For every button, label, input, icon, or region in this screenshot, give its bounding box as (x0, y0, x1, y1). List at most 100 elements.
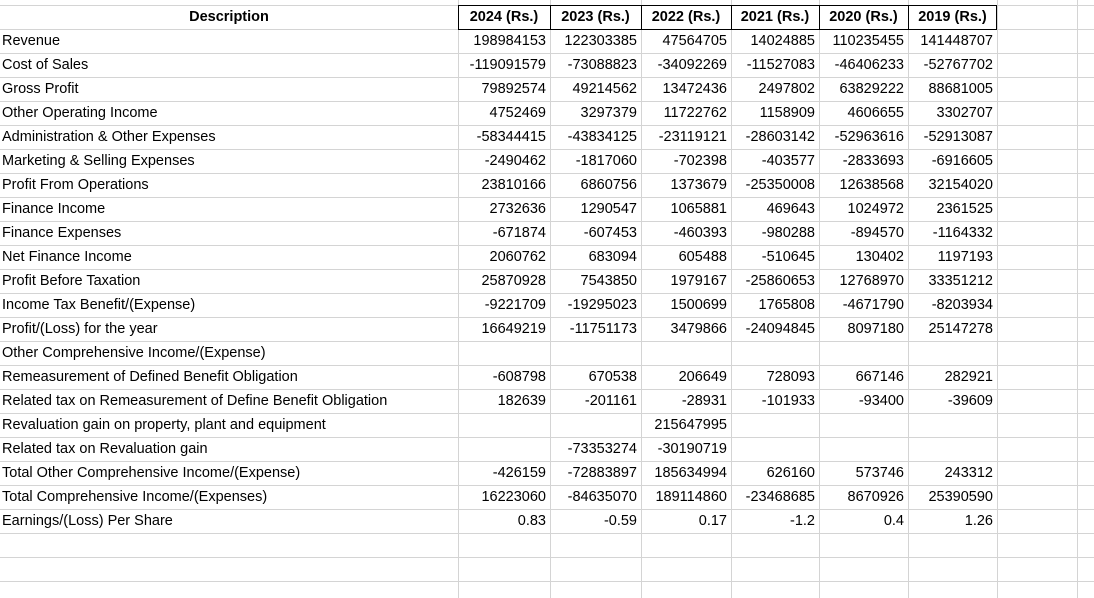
value-cell[interactable]: 12638568 (839, 177, 904, 193)
value-cell[interactable]: -2833693 (842, 153, 904, 169)
value-cell[interactable]: -43834125 (567, 129, 637, 145)
value-cell[interactable]: -72883897 (567, 465, 637, 481)
value-cell[interactable]: 185634994 (654, 465, 727, 481)
value-cell[interactable]: -6916605 (931, 153, 993, 169)
value-cell[interactable]: -426159 (492, 465, 546, 481)
row-label[interactable]: Revaluation gain on property, plant and … (2, 417, 326, 433)
value-cell[interactable]: -28931 (681, 393, 727, 409)
value-cell[interactable]: 1765808 (758, 297, 815, 313)
value-cell[interactable]: 605488 (678, 249, 727, 265)
value-cell[interactable]: 0.17 (698, 513, 727, 529)
value-cell[interactable]: -2490462 (484, 153, 546, 169)
value-cell[interactable]: 63829222 (839, 81, 904, 97)
value-cell[interactable] (819, 413, 908, 437)
value-cell[interactable]: -28603142 (745, 129, 815, 145)
value-cell[interactable]: 6860756 (580, 177, 637, 193)
value-cell[interactable]: 16649219 (481, 321, 546, 337)
value-cell[interactable]: -702398 (673, 153, 727, 169)
value-cell[interactable]: 4606655 (847, 105, 904, 121)
value-cell[interactable]: 1197193 (937, 249, 993, 265)
row-label[interactable]: Marketing & Selling Expenses (2, 153, 195, 169)
value-cell[interactable]: -101933 (761, 393, 815, 409)
value-cell[interactable]: 25870928 (481, 273, 546, 289)
value-cell[interactable]: -52963616 (834, 129, 904, 145)
value-cell[interactable]: 573746 (855, 465, 904, 481)
value-cell[interactable]: 683094 (588, 249, 637, 265)
row-label[interactable]: Total Other Comprehensive Income/(Expens… (2, 465, 301, 481)
value-cell[interactable]: -403577 (761, 153, 815, 169)
value-cell[interactable]: -30190719 (657, 441, 727, 457)
header-year[interactable]: 2021 (Rs.) (740, 9, 810, 25)
header-year[interactable]: 2020 (Rs.) (829, 9, 898, 25)
value-cell[interactable] (458, 413, 550, 437)
value-cell[interactable]: 2060762 (489, 249, 546, 265)
row-label[interactable]: Finance Expenses (2, 225, 122, 241)
value-cell[interactable]: -0.59 (603, 513, 637, 529)
value-cell[interactable]: 0.4 (883, 513, 904, 529)
value-cell[interactable]: 1.26 (964, 513, 993, 529)
value-cell[interactable] (819, 341, 908, 365)
value-cell[interactable]: 2361525 (936, 201, 993, 217)
value-cell[interactable]: -19295023 (567, 297, 637, 313)
value-cell[interactable]: -608798 (492, 369, 546, 385)
value-cell[interactable]: -25860653 (745, 273, 815, 289)
value-cell[interactable]: 8670926 (847, 489, 904, 505)
value-cell[interactable]: 3479866 (670, 321, 727, 337)
value-cell[interactable] (731, 437, 819, 461)
value-cell[interactable]: -201161 (584, 393, 637, 409)
value-cell[interactable]: -34092269 (657, 57, 727, 73)
value-cell[interactable]: -84635070 (567, 489, 637, 505)
value-cell[interactable] (731, 341, 819, 365)
row-label[interactable]: Total Comprehensive Income/(Expenses) (2, 489, 268, 505)
row-label[interactable]: Gross Profit (2, 81, 79, 97)
row-label[interactable]: Earnings/(Loss) Per Share (2, 513, 173, 529)
value-cell[interactable]: -52913087 (923, 129, 993, 145)
value-cell[interactable]: 626160 (766, 465, 815, 481)
value-cell[interactable]: 2732636 (489, 201, 546, 217)
value-cell[interactable]: 11722762 (663, 105, 727, 121)
value-cell[interactable]: -93400 (858, 393, 904, 409)
row-label[interactable]: Revenue (2, 33, 61, 49)
value-cell[interactable]: -1164332 (932, 225, 993, 241)
value-cell[interactable]: -671874 (492, 225, 546, 241)
row-label[interactable]: Profit/(Loss) for the year (2, 321, 158, 337)
row-label[interactable]: Profit From Operations (2, 177, 149, 193)
value-cell[interactable]: 2497802 (758, 81, 815, 97)
value-cell[interactable] (819, 437, 908, 461)
value-cell[interactable]: 110235455 (832, 33, 904, 49)
value-cell[interactable] (458, 341, 550, 365)
value-cell[interactable]: 25147278 (928, 321, 993, 337)
value-cell[interactable] (908, 341, 997, 365)
value-cell[interactable]: 1500699 (670, 297, 727, 313)
value-cell[interactable]: -24094845 (745, 321, 815, 337)
value-cell[interactable]: -119091579 (469, 57, 546, 73)
header-year[interactable]: 2022 (Rs.) (651, 9, 721, 25)
value-cell[interactable]: 7543850 (580, 273, 637, 289)
value-cell[interactable]: -4671790 (842, 297, 904, 313)
row-label[interactable]: Administration & Other Expenses (2, 129, 216, 145)
header-year[interactable]: 2019 (Rs.) (918, 9, 987, 25)
value-cell[interactable]: 141448707 (920, 33, 993, 49)
value-cell[interactable] (908, 437, 997, 461)
value-cell[interactable]: 1158909 (759, 105, 815, 121)
value-cell[interactable]: -23119121 (658, 129, 727, 145)
row-label[interactable]: Finance Income (2, 201, 106, 217)
value-cell[interactable]: -607453 (583, 225, 637, 241)
value-cell[interactable]: -11527083 (746, 57, 815, 73)
value-cell[interactable]: 3297379 (580, 105, 637, 121)
value-cell[interactable]: 79892574 (481, 81, 546, 97)
row-label[interactable]: Cost of Sales (2, 57, 89, 73)
value-cell[interactable]: -73088823 (567, 57, 637, 73)
value-cell[interactable]: -58344415 (476, 129, 546, 145)
row-label[interactable]: Other Operating Income (2, 105, 158, 121)
value-cell[interactable]: 13472436 (662, 81, 727, 97)
row-label[interactable]: Profit Before Taxation (2, 273, 141, 289)
value-cell[interactable]: 1024972 (847, 201, 904, 217)
value-cell[interactable]: -8203934 (931, 297, 993, 313)
value-cell[interactable]: 282921 (944, 369, 993, 385)
row-label[interactable]: Related tax on Revaluation gain (2, 441, 208, 457)
value-cell[interactable]: 14024885 (750, 33, 815, 49)
value-cell[interactable]: 189114860 (655, 489, 727, 505)
row-label[interactable]: Other Comprehensive Income/(Expense) (2, 345, 266, 361)
value-cell[interactable]: 47564705 (662, 33, 727, 49)
